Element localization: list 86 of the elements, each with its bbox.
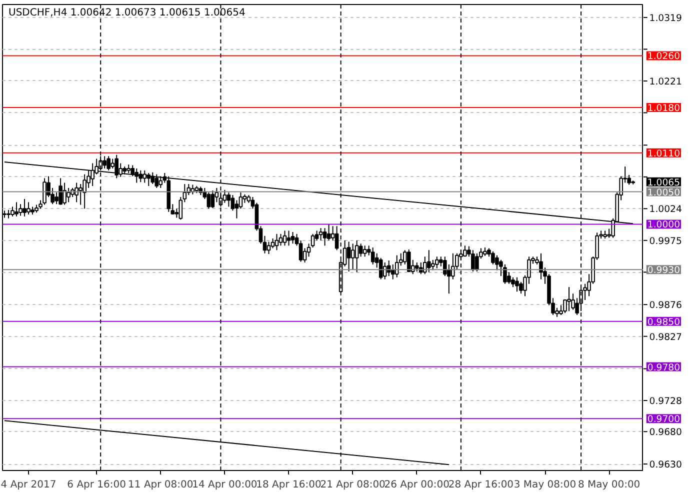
candlestick [386,260,391,277]
candlestick [270,238,275,249]
candlestick [74,182,78,203]
y-tick-label: 1.0221 [649,76,682,88]
candlestick [82,174,86,210]
ref-line-label: 1.0050 [647,187,680,198]
candlestick [431,259,435,271]
candlestick [210,190,215,209]
y-tick-label: 0.9975 [649,236,682,247]
candlestick [503,264,507,284]
candlestick [282,230,287,246]
candlestick [290,231,295,244]
x-tick-label: 4 Apr 2017 [0,480,56,490]
y-tick-label: 0.9728 [649,396,682,408]
x-tick-label: 26 Apr 00:00 [384,480,450,490]
y-tick-label: 0.9680 [649,427,682,438]
candlestick [58,178,62,206]
candlestick [390,264,395,280]
x-tick-label: 28 Apr 16:00 [448,480,514,490]
candlestick [362,245,367,258]
candlestick [266,241,271,255]
y-tick-label: 1.0319 [649,12,682,24]
candlestick [539,252,543,280]
ref-line-label: 0.9850 [647,316,680,328]
candlestick [278,233,283,246]
candlestick [427,250,431,273]
candlestick [435,256,439,269]
candlestick [138,170,143,183]
candlestick [382,262,387,280]
text: 1.0065 [647,177,680,188]
candlestick [322,228,327,246]
candlestick [42,178,46,206]
candlestick [10,206,14,217]
x-tick-label: 18 Apr 16:00 [256,480,322,490]
candlestick [519,281,523,294]
candlestick [370,247,375,265]
x-tick-label: 3 May 08:00 [514,480,576,490]
x-tick-label: 6 Apr 16:00 [67,480,126,490]
candlestick [274,233,279,251]
candlestick [226,192,231,208]
y-tick-label: 0.9827 [649,332,682,343]
candlestick [471,250,475,272]
candlestick [286,230,291,246]
candlestick [222,189,227,204]
candlestick [238,192,243,210]
candlestick [26,202,30,215]
candlestick [350,243,355,270]
candlestick [22,198,26,217]
x-tick-label: 8 May 00:00 [578,480,640,490]
candlestick [206,192,211,210]
ref-line-label: 0.9780 [647,362,680,374]
candlestick [318,228,323,241]
ref-line-label: 0.9700 [647,414,680,426]
ref-line-label: 1.0180 [647,103,680,114]
ref-line-label: 1.0260 [647,51,680,62]
ref-line-label: 1.0110 [647,148,680,160]
ref-line-label: 0.9930 [647,265,680,276]
ref-line-label: 1.0000 [647,220,680,231]
candlestick [491,250,495,265]
y-tick-label: 1.0024 [649,204,682,216]
y-tick-label: 0.9630 [649,460,682,471]
candlestick [394,254,399,278]
candlestick [146,172,151,186]
candlestick [134,168,139,184]
candlestick [154,174,159,188]
candlestick [358,243,363,258]
candlestick [334,226,339,251]
chart-title: USDCHF,H4 1.00642 1.00673 1.00615 1.00654 [8,8,246,18]
candlestick [346,241,351,272]
candlestick [515,276,519,292]
y-tick-label: 0.9876 [649,300,682,312]
candlestick [66,187,70,203]
candlestick [414,262,419,272]
candlestick [354,240,359,273]
x-tick-label: 21 Apr 08:00 [320,480,386,490]
candlestick [378,257,383,280]
candlestick [158,176,163,188]
x-tick-label: 14 Apr 00:00 [192,480,258,490]
candlestick [62,182,66,206]
candlestick [78,184,82,206]
candlestick [150,172,155,185]
candlestick [14,202,18,217]
candlestick [567,286,571,312]
x-tick-label: 11 Apr 08:00 [128,480,194,490]
candlestick [18,204,22,216]
candlestick [142,170,147,184]
